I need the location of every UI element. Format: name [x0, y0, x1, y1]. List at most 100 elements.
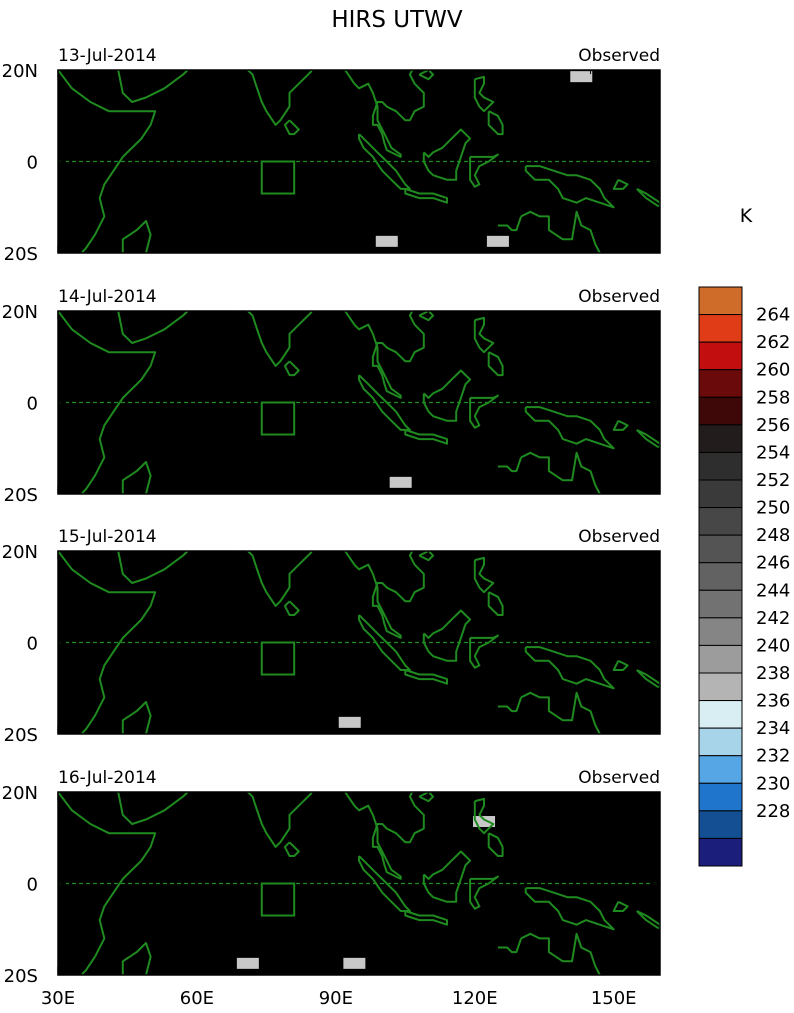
field-cell — [308, 420, 320, 428]
field-cell — [128, 487, 139, 494]
field-cell — [148, 70, 159, 77]
field-cell — [188, 210, 200, 217]
field-cell — [529, 378, 541, 385]
field-cell — [369, 234, 380, 242]
field-cell — [499, 155, 511, 163]
field-cell — [198, 317, 210, 324]
field-cell — [278, 721, 290, 729]
field-cell — [389, 414, 400, 422]
field-cell — [258, 378, 270, 385]
field-cell — [308, 192, 320, 199]
field-cell — [268, 82, 280, 89]
field-cell — [449, 487, 460, 494]
field-cell — [449, 118, 460, 126]
field-cell — [148, 618, 159, 625]
field-cell — [348, 246, 360, 253]
field-cell — [168, 216, 179, 224]
field-cell — [218, 192, 230, 199]
field-cell — [148, 563, 159, 570]
field-cell — [479, 420, 491, 428]
field-cell — [68, 420, 79, 428]
field-cell — [288, 451, 300, 458]
field-cell — [359, 691, 370, 698]
field-cell — [118, 457, 129, 465]
field-cell — [649, 439, 660, 446]
field-cell — [78, 323, 89, 330]
field-cell — [168, 481, 179, 489]
field-cell — [399, 378, 410, 385]
field-cell — [439, 463, 450, 471]
field-cell — [198, 581, 210, 589]
field-cell — [389, 648, 400, 656]
field-cell — [449, 557, 460, 564]
field-cell — [389, 575, 400, 583]
field-cell — [649, 167, 660, 175]
field-cell — [439, 402, 450, 410]
field-cell — [298, 161, 310, 169]
field-cell — [379, 167, 390, 175]
field-cell — [78, 648, 89, 656]
field-cell — [58, 384, 69, 391]
field-cell — [238, 179, 250, 187]
field-cell — [218, 143, 230, 150]
field-cell — [248, 414, 260, 422]
field-cell — [158, 198, 169, 205]
field-cell — [318, 709, 330, 717]
field-cell — [338, 94, 350, 102]
field-cell — [609, 149, 621, 156]
field-cell — [429, 703, 440, 711]
field-cell — [208, 118, 220, 126]
field-cell — [88, 161, 99, 169]
field-cell — [248, 587, 260, 595]
field-cell — [68, 161, 79, 169]
field-cell — [148, 581, 159, 589]
field-cell — [128, 185, 139, 193]
field-cell — [188, 691, 200, 698]
field-cell — [549, 353, 561, 361]
field-cell — [379, 353, 390, 361]
field-cell — [228, 426, 240, 434]
field-cell — [549, 155, 561, 163]
field-cell — [188, 469, 200, 477]
field-cell — [519, 204, 531, 211]
field-cell — [158, 378, 169, 385]
field-cell — [268, 167, 280, 175]
field-cell — [429, 100, 440, 108]
field-cell — [379, 487, 390, 494]
field-cell — [238, 76, 250, 83]
field-cell — [218, 118, 230, 126]
field-cell — [499, 106, 511, 114]
field-cell — [238, 721, 250, 729]
field-cell — [318, 94, 330, 102]
coastline — [524, 165, 615, 209]
field-cell — [148, 167, 159, 175]
field-cell — [559, 198, 571, 205]
field-cell — [429, 420, 440, 428]
field-cell — [389, 378, 400, 385]
field-cell — [328, 469, 340, 477]
field-cell — [88, 463, 99, 471]
field-cell — [379, 451, 390, 458]
field-cell — [429, 347, 440, 355]
field-cell — [98, 198, 109, 205]
field-cell — [138, 185, 149, 193]
field-cell — [98, 654, 109, 662]
field-cell — [268, 709, 280, 717]
field-cell — [599, 378, 611, 385]
field-cell — [549, 311, 561, 318]
field-cell — [58, 124, 69, 132]
field-cell — [399, 445, 410, 452]
field-cell — [409, 378, 420, 385]
field-cell — [419, 106, 430, 114]
field-cell — [469, 222, 480, 230]
field-cell — [419, 551, 430, 558]
field-cell — [278, 323, 290, 330]
field-cell — [158, 210, 169, 217]
field-cell — [288, 143, 300, 150]
field-cell — [128, 149, 139, 156]
field-cell — [148, 246, 159, 253]
field-cell — [389, 100, 400, 108]
field-cell — [208, 378, 220, 385]
field-cell — [318, 167, 330, 175]
field-cell — [338, 240, 350, 248]
